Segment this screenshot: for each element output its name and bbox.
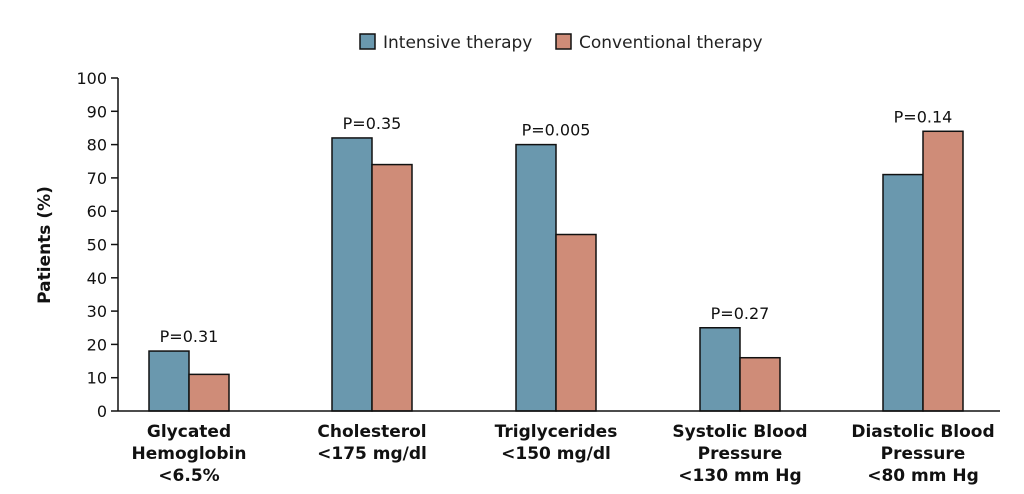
category-label-1: Cholesterol <175 mg/dl (317, 422, 427, 464)
y-tick-label-60: 60 (87, 202, 107, 221)
p-value-4: P=0.14 (894, 107, 953, 126)
x-axis: Glycated Hemoglobin <6.5% Cholesterol <175 m… (118, 410, 1000, 486)
y-axis: 0 10 20 30 40 50 60 70 80 90 100 (76, 69, 119, 421)
bar-conventional-3 (739, 356, 781, 412)
legend-label-0: Intensive therapy (383, 33, 532, 53)
y-tick-label-0: 0 (97, 402, 107, 421)
y-tick-label-50: 50 (87, 236, 107, 255)
bar-intensive-0 (148, 350, 190, 412)
y-axis-label: Patients (%) (35, 186, 55, 304)
legend-swatch-1 (555, 33, 572, 50)
p-value-annotations: P=0.31 P=0.35 P=0.005 P=0.27 P=0.14 (160, 107, 953, 346)
y-tick-label-70: 70 (87, 169, 107, 188)
category-label-2: Triglycerides <150 mg/dl (495, 422, 618, 464)
bars (148, 130, 964, 412)
bar-conventional-1 (371, 163, 413, 412)
y-tick-label-80: 80 (87, 136, 107, 155)
bar-intensive-2 (515, 143, 557, 412)
p-value-3: P=0.27 (711, 304, 770, 323)
bar-intensive-3 (699, 327, 741, 412)
p-value-2: P=0.005 (522, 121, 591, 140)
bar-conventional-4 (922, 130, 964, 412)
p-value-1: P=0.35 (343, 114, 402, 133)
bar-intensive-1 (331, 137, 373, 412)
p-value-0: P=0.31 (160, 327, 219, 346)
category-label-3: Systolic Blood Pressure <130 mm Hg (672, 422, 807, 486)
y-tick-label-100: 100 (76, 69, 107, 88)
y-tick-label-30: 30 (87, 302, 107, 321)
bar-conventional-0 (188, 373, 230, 412)
bar-conventional-2 (555, 233, 597, 412)
bar-intensive-4 (882, 173, 924, 412)
category-label-0: Glycated Hemoglobin <6.5% (132, 422, 247, 486)
category-label-4: Diastolic Blood Pressure <80 mm Hg (851, 422, 994, 486)
y-tick-label-40: 40 (87, 269, 107, 288)
y-tick-label-90: 90 (87, 102, 107, 121)
y-tick-label-20: 20 (87, 335, 107, 354)
legend-label-1: Conventional therapy (579, 33, 763, 53)
y-tick-label-10: 10 (87, 369, 107, 388)
legend-swatch-0 (359, 33, 376, 50)
legend: Intensive therapy Conventional therapy (359, 33, 763, 53)
